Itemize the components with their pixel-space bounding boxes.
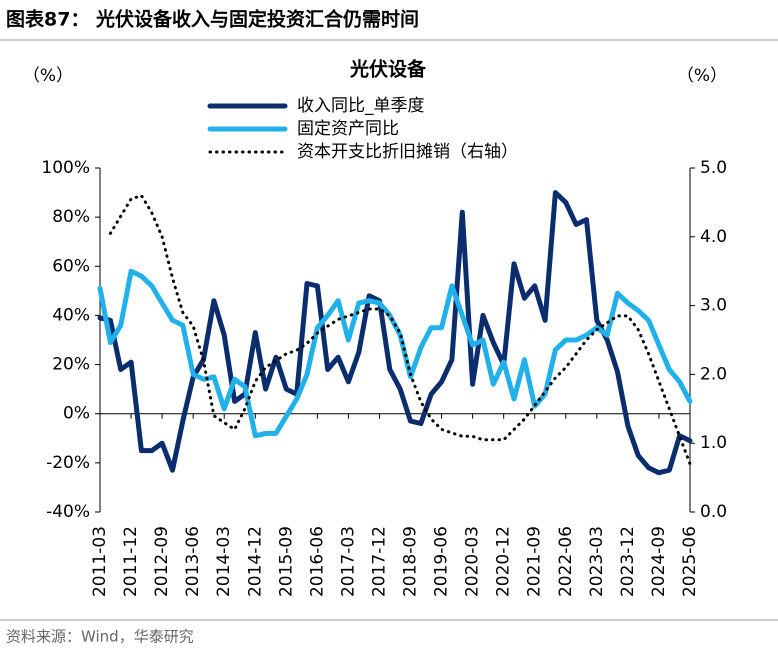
legend-label: 收入同比_单季度 bbox=[297, 96, 425, 116]
header: 图表87： 光伏设备收入与固定投资汇合仍需时间 bbox=[6, 8, 419, 31]
x-tick-label: 2011-03 bbox=[90, 526, 110, 597]
y2-tick-label: 4.0 bbox=[700, 227, 727, 247]
x-tick-label: 2015-09 bbox=[276, 526, 296, 597]
x-tick-label: 2020-03 bbox=[463, 526, 483, 597]
y-tick-label: -40% bbox=[46, 502, 90, 522]
x-tick-label: 2012-09 bbox=[152, 526, 172, 597]
x-tick-label: 2014-12 bbox=[245, 526, 265, 597]
y-axis-label: （%） bbox=[23, 66, 73, 86]
line-series bbox=[108, 194, 692, 466]
y2-axis-label: （%） bbox=[677, 66, 727, 86]
x-tick-label: 2011-12 bbox=[121, 526, 141, 597]
y2-tick-label: 3.0 bbox=[700, 296, 727, 316]
y-tick-label: 60% bbox=[52, 256, 90, 276]
x-tick-label: 2023-12 bbox=[618, 526, 638, 597]
y-tick-label: 0% bbox=[63, 404, 90, 424]
y2-tick-label: 5.0 bbox=[700, 158, 727, 178]
y-tick-label: 40% bbox=[52, 305, 90, 325]
y2-tick-label: 1.0 bbox=[700, 433, 727, 453]
y2-tick-label: 2.0 bbox=[700, 364, 727, 384]
legend-label: 固定资产同比 bbox=[297, 119, 399, 139]
y-tick-label: 80% bbox=[52, 207, 90, 227]
x-tick-label: 2017-03 bbox=[338, 526, 358, 597]
y2-tick-label: 0.0 bbox=[700, 502, 727, 522]
x-tick-label: 2021-09 bbox=[525, 526, 545, 597]
x-tick-label: 2022-06 bbox=[556, 526, 576, 597]
x-tick-label: 2023-03 bbox=[587, 526, 607, 597]
x-tick-label: 2017-12 bbox=[369, 526, 389, 597]
legend-label: 资本开支比折旧摊销（右轴） bbox=[297, 142, 518, 162]
line-series bbox=[97, 190, 693, 476]
y-tick-label: -20% bbox=[46, 453, 90, 473]
x-tick-label: 2016-06 bbox=[307, 526, 327, 597]
x-tick-label: 2018-09 bbox=[401, 526, 421, 597]
x-tick-label: 2024-09 bbox=[649, 526, 669, 597]
x-tick-label: 2014-03 bbox=[214, 526, 234, 597]
x-tick-label: 2020-12 bbox=[494, 526, 514, 597]
x-tick-label: 2019-06 bbox=[432, 526, 452, 597]
source: 资料来源：Wind，华泰研究 bbox=[6, 628, 194, 646]
x-tick-label: 2025-06 bbox=[680, 526, 700, 597]
x-tick-label: 2013-06 bbox=[183, 526, 203, 597]
y-tick-label: 20% bbox=[52, 355, 90, 375]
chart-title: 光伏设备 bbox=[349, 58, 427, 81]
y-tick-label: 100% bbox=[41, 158, 90, 178]
line-series bbox=[97, 268, 693, 439]
